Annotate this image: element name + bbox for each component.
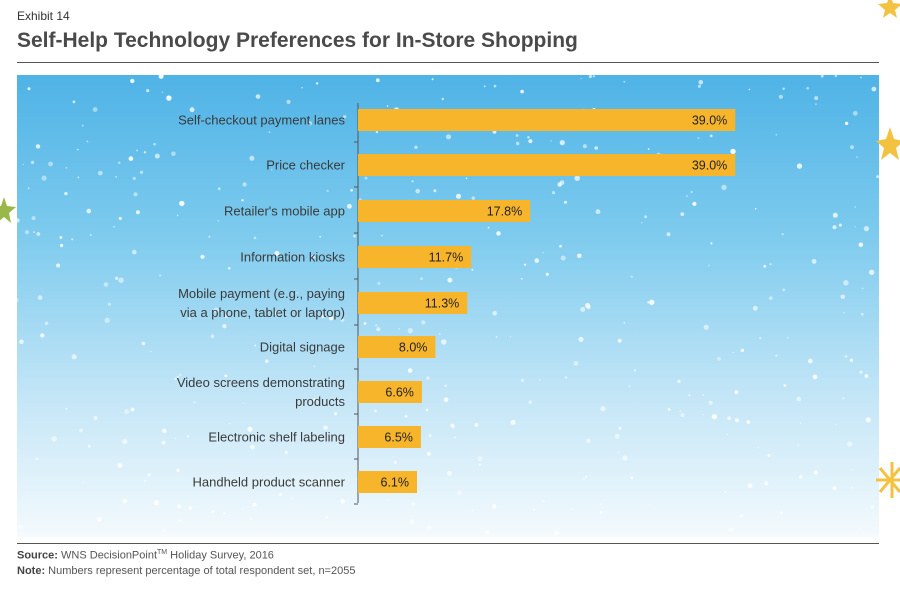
- bar-value-label: 11.3%: [425, 297, 460, 311]
- source-rest: Holiday Survey, 2016: [167, 549, 274, 562]
- bottom-divider: [17, 543, 879, 544]
- bar-value-label: 39.0%: [692, 114, 727, 128]
- bar-value-label: 8.0%: [399, 341, 428, 355]
- star-decoration-icon: [876, 127, 900, 160]
- category-label: Information kiosks: [240, 250, 345, 265]
- source-text: WNS DecisionPoint: [61, 549, 158, 562]
- category-label: Self-checkout payment lanes: [178, 113, 345, 128]
- bar-value-label: 6.1%: [381, 476, 410, 490]
- bar: [358, 426, 421, 448]
- category-label: Price checker: [266, 158, 345, 173]
- chart-panel: 39.0% Self-checkout payment lanes 39.0% Pri…: [17, 75, 879, 537]
- source-trademark: TM: [157, 549, 168, 556]
- exhibit-label: Exhibit 14: [17, 9, 70, 23]
- bar: [358, 336, 436, 358]
- snowflake-decoration-icon: [876, 462, 900, 498]
- category-label: Electronic shelf labeling: [208, 430, 345, 445]
- top-divider: [17, 62, 879, 63]
- category-label: Digital signage: [260, 340, 345, 355]
- category-label: Retailer's mobile app: [224, 204, 345, 219]
- bar: [358, 109, 736, 131]
- category-label: Handheld product scanner: [193, 475, 346, 490]
- bar: [358, 154, 736, 176]
- bar: [358, 292, 468, 314]
- bar-value-label: 39.0%: [692, 159, 727, 173]
- bar: [358, 471, 417, 493]
- bar: [358, 381, 422, 403]
- category-label: products: [295, 394, 345, 409]
- chart-title: Self-Help Technology Preferences for In-…: [17, 29, 578, 52]
- note-label: Note:: [17, 565, 46, 577]
- note-line: Note: Numbers represent percentage of to…: [17, 565, 355, 577]
- source-line: Source: WNS DecisionPointTM Holiday Surv…: [17, 549, 274, 562]
- note-text: Numbers represent percentage of total re…: [48, 565, 356, 577]
- category-label: via a phone, tablet or laptop): [180, 305, 345, 320]
- bar: [358, 200, 531, 222]
- source-label: Source:: [17, 549, 58, 562]
- bar-value-label: 6.6%: [385, 386, 414, 400]
- bar-value-label: 6.5%: [384, 431, 413, 445]
- category-label: Video screens demonstrating: [177, 375, 345, 390]
- star-decoration-icon: [878, 0, 900, 18]
- bar-value-label: 17.8%: [487, 205, 522, 219]
- bar: [358, 246, 472, 268]
- star-decoration-icon: [0, 197, 16, 223]
- bar-chart: 39.0% Self-checkout payment lanes 39.0% Pri…: [177, 103, 736, 505]
- bar-value-label: 11.7%: [429, 251, 464, 265]
- category-label: Mobile payment (e.g., paying: [178, 286, 345, 301]
